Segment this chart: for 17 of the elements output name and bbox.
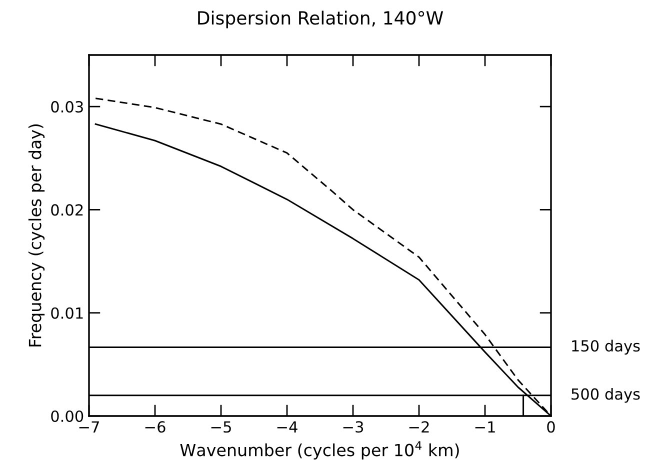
x-tick-label: −7: [79, 421, 99, 432]
x-tick-label: −4: [277, 421, 298, 432]
x-tick-label: −5: [211, 421, 231, 433]
x-tick-label: 0: [547, 421, 555, 433]
y-axis-title: Frequency (cycles per day): [28, 124, 45, 346]
chart-title: Dispersion Relation, 140°W: [198, 10, 444, 28]
x-tick-label: −3: [343, 421, 364, 433]
x-tick-label: −6: [145, 421, 166, 433]
ref-line-label: 500 days: [572, 388, 640, 403]
x-axis-title: Wavenumber (cycles per 10$^{4}$ km): [180, 441, 459, 460]
y-tick-label: 0.03: [51, 101, 83, 113]
x-tick-label: −2: [409, 421, 429, 432]
y-tick-label: 0.02: [51, 204, 83, 216]
x-tick-label: −1: [475, 421, 495, 432]
ref-line-label: 150 days: [572, 340, 640, 355]
y-tick-label: 0.00: [51, 410, 84, 422]
y-tick-label: 0.01: [51, 307, 83, 319]
